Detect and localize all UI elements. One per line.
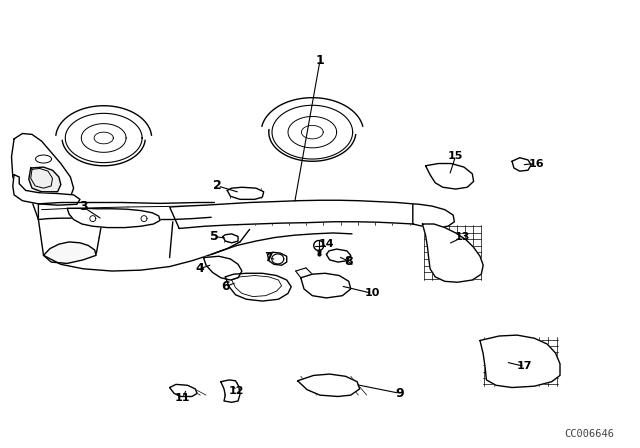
Text: 8: 8 xyxy=(344,254,353,268)
Text: 16: 16 xyxy=(529,159,544,168)
Text: 17: 17 xyxy=(517,362,532,371)
Text: 4: 4 xyxy=(195,262,204,276)
Text: 2: 2 xyxy=(213,179,222,193)
Polygon shape xyxy=(268,252,287,265)
Text: 9: 9 xyxy=(396,387,404,400)
Polygon shape xyxy=(223,234,238,243)
Text: 6: 6 xyxy=(221,280,230,293)
Polygon shape xyxy=(426,164,474,189)
Polygon shape xyxy=(204,256,242,280)
Polygon shape xyxy=(225,273,291,301)
Polygon shape xyxy=(422,224,483,282)
Polygon shape xyxy=(29,167,61,192)
Polygon shape xyxy=(326,249,351,262)
Polygon shape xyxy=(298,374,360,396)
Polygon shape xyxy=(221,380,240,402)
Text: 15: 15 xyxy=(448,151,463,161)
Text: 5: 5 xyxy=(210,230,219,243)
Polygon shape xyxy=(512,158,531,171)
Text: 14: 14 xyxy=(319,239,334,249)
Polygon shape xyxy=(13,175,80,205)
Polygon shape xyxy=(480,335,560,388)
Text: 11: 11 xyxy=(175,393,190,403)
Text: CC006646: CC006646 xyxy=(564,429,614,439)
Polygon shape xyxy=(44,242,96,263)
Polygon shape xyxy=(12,134,74,202)
Text: 13: 13 xyxy=(454,233,470,242)
Polygon shape xyxy=(301,273,351,298)
Polygon shape xyxy=(413,204,454,228)
Text: 12: 12 xyxy=(229,386,244,396)
Polygon shape xyxy=(170,384,197,396)
Text: 10: 10 xyxy=(365,289,380,298)
Text: 3: 3 xyxy=(79,200,88,214)
Text: 1: 1 xyxy=(316,54,324,67)
Text: 7: 7 xyxy=(264,251,273,264)
Polygon shape xyxy=(170,200,413,228)
Polygon shape xyxy=(227,187,264,199)
Polygon shape xyxy=(67,208,160,228)
